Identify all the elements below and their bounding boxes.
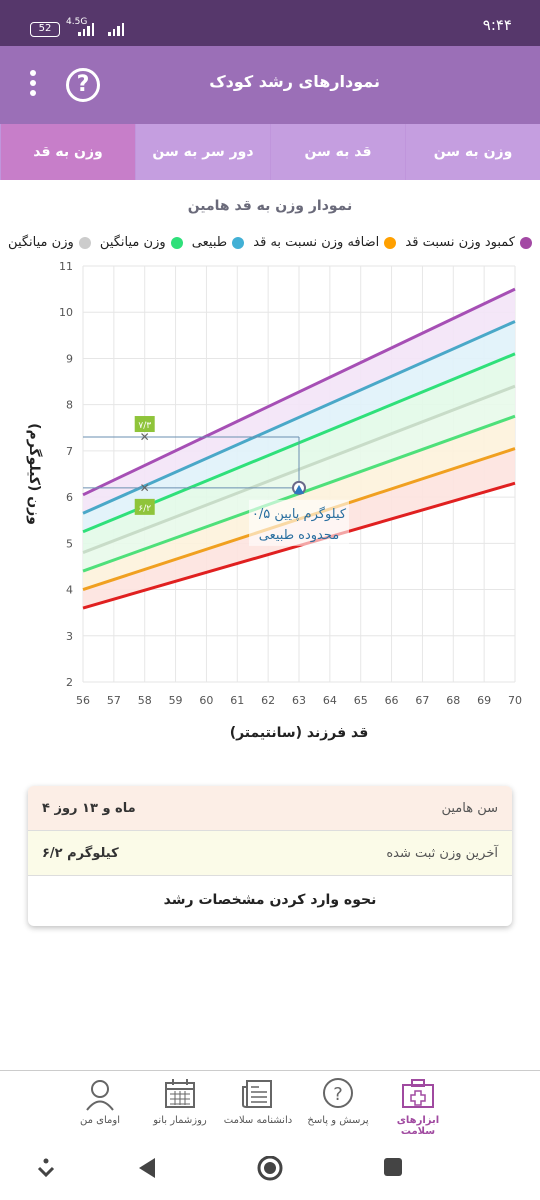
legend-dot (170, 236, 183, 249)
page-title: نمودارهای رشد کودک (209, 72, 380, 91)
age-value: ۴ ماه و ۱۳ روز (42, 800, 136, 816)
marker-label: ۷/۳ (138, 421, 151, 431)
x-tick-label: 69 (477, 694, 491, 707)
legend-item: طبیعی (192, 235, 245, 250)
x-tick-label: 70 (508, 694, 522, 707)
legend-dot (520, 236, 532, 249)
nav-health-tools[interactable]: ابزارهای سلامت (378, 1077, 458, 1137)
back-icon[interactable] (135, 1156, 159, 1180)
age-row: ۴ ماه و ۱۳ روز سن هامین (28, 786, 512, 831)
legend-item: وزن میانگین (8, 235, 91, 250)
svg-text:?: ? (333, 1084, 343, 1105)
x-tick-label: 65 (354, 694, 368, 707)
help-circle-icon[interactable]: ? (66, 68, 100, 102)
y-tick-label: 2 (66, 676, 73, 689)
recents-icon[interactable] (382, 1156, 404, 1178)
series-line (82, 320, 516, 515)
nav-qa[interactable]: ? پرسش و پاسخ (298, 1077, 378, 1126)
clock: ۹:۴۴ (482, 16, 512, 34)
x-tick-label: 64 (323, 694, 337, 707)
growth-chart: 56 57 58 59 60 61 62 63 64 65 66 67 68 69 702345678910… (26, 260, 522, 741)
help-link[interactable]: نحوه وارد کردن مشخصات رشد (163, 892, 377, 908)
marker-x: ✕ (140, 430, 150, 444)
y-tick-label: 8 (66, 399, 73, 412)
system-nav (0, 1142, 540, 1200)
home-icon[interactable] (256, 1156, 284, 1184)
age-label: سن هامین (441, 800, 498, 816)
legend-item: وزن میانگین (100, 235, 183, 250)
info-card: ۴ ماه و ۱۳ روز سن هامین ۶/۲ کیلوگرم آخری… (28, 786, 512, 926)
x-tick-label: 57 (107, 694, 121, 707)
current-point-arrow (294, 484, 304, 494)
y-tick-label: 5 (66, 537, 73, 550)
y-tick-label: 3 (66, 630, 73, 643)
x-tick-label: 56 (76, 694, 90, 707)
y-tick-label: 10 (59, 306, 73, 319)
calendar-icon (165, 1079, 195, 1108)
x-tick-label: 58 (138, 694, 152, 707)
x-tick-label: 60 (199, 694, 213, 707)
signal-icon (78, 22, 94, 36)
chart-title: نمودار وزن به قد هامین (187, 198, 353, 214)
chart-band (83, 289, 515, 514)
y-tick-label: 11 (59, 260, 73, 273)
marker-x: ✕ (140, 481, 150, 495)
network-type: 4.5G (66, 17, 88, 27)
status-bar: 52 4.5G ۹:۴۴ (0, 0, 540, 46)
y-axis-label: وزن (کیلوگرم) (26, 423, 43, 525)
x-tick-label: 59 (169, 694, 183, 707)
tab-weight-height[interactable]: وزن به قد (0, 124, 135, 180)
marker-label: ۶/۲ (138, 504, 151, 514)
x-axis-label: قد فرزند (سانتیمتر) (230, 725, 369, 741)
app-bar: ? نمودارهای رشد کودک (0, 46, 540, 124)
keyboard-hide-icon[interactable] (36, 1156, 56, 1180)
y-tick-label: 4 (66, 584, 73, 597)
more-vert-icon[interactable] (26, 68, 40, 104)
series-line (82, 287, 516, 497)
annotation-text: محدوده طبیعی (259, 528, 340, 543)
question-bubble-icon: ? (323, 1078, 353, 1108)
chart-legend: کمبود وزن نسبت قد اضافه وزن نسبت به قد ط… (8, 235, 532, 250)
first-aid-kit-icon (402, 1079, 434, 1108)
y-tick-label: 6 (66, 491, 73, 504)
x-tick-label: 63 (292, 694, 306, 707)
chart-band (83, 321, 515, 532)
tab-head-age[interactable]: دور سر به سن (135, 124, 270, 180)
nav-my-profile[interactable]: اومای من (60, 1077, 140, 1126)
x-tick-label: 66 (385, 694, 399, 707)
tab-weight-age[interactable]: وزن به سن (405, 124, 540, 180)
battery-indicator: 52 (30, 22, 60, 37)
legend-item: اضافه وزن نسبت به قد (253, 235, 397, 250)
weight-label: آخرین وزن ثبت شده (386, 845, 498, 861)
annotation-bg (249, 499, 349, 546)
nav-calendar[interactable]: روزشمار بانو (140, 1077, 220, 1126)
weight-value: ۶/۲ کیلوگرم (42, 845, 119, 861)
marker-label-box (134, 498, 155, 515)
x-tick-label: 61 (230, 694, 244, 707)
user-icon (86, 1080, 114, 1111)
nav-encyclopedia[interactable]: دانشنامه سلامت (218, 1077, 298, 1126)
x-tick-label: 67 (415, 694, 429, 707)
tab-height-age[interactable]: قد به سن (270, 124, 405, 180)
tab-bar: وزن به سن قد به سن دور سر به سن وزن به ق… (0, 124, 540, 180)
y-tick-label: 9 (66, 352, 73, 365)
legend-dot (232, 236, 245, 249)
legend-dot (78, 236, 91, 249)
x-tick-label: 62 (261, 694, 275, 707)
signal-icon-2 (108, 22, 124, 36)
legend-item: کمبود وزن نسبت قد (405, 235, 532, 250)
annotation-text: ۰/۵ کیلوگرم پایین (252, 506, 347, 522)
y-tick-label: 7 (66, 445, 73, 458)
marker-label-box (134, 416, 155, 433)
bottom-nav: اومای من روزشمار بانو دانشنامه سلامت ? پ… (0, 1070, 540, 1142)
x-tick-label: 68 (446, 694, 460, 707)
legend-dot (384, 236, 397, 249)
weight-row: ۶/۲ کیلوگرم آخرین وزن ثبت شده (28, 831, 512, 876)
newspaper-icon (242, 1080, 272, 1108)
